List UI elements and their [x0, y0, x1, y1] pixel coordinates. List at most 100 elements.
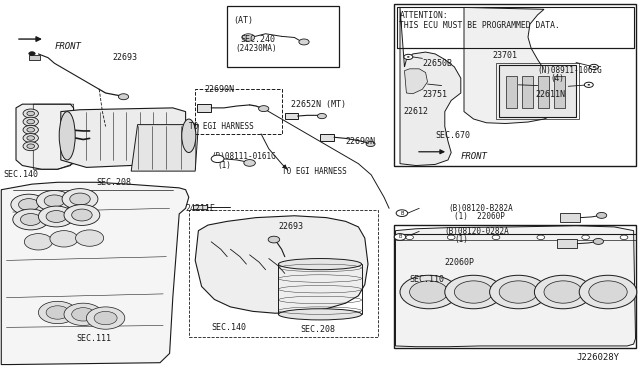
Circle shape	[242, 34, 255, 41]
Circle shape	[582, 235, 589, 240]
Text: TO EGI HARNESS: TO EGI HARNESS	[189, 122, 253, 131]
Bar	[499, 65, 576, 117]
Circle shape	[317, 113, 326, 119]
Circle shape	[394, 234, 406, 240]
Bar	[522, 76, 533, 108]
Text: 22060P: 22060P	[445, 258, 475, 267]
Bar	[394, 225, 636, 348]
Circle shape	[447, 235, 455, 240]
Text: 24211E: 24211E	[186, 204, 216, 213]
Circle shape	[13, 209, 49, 230]
Bar	[506, 76, 517, 108]
Circle shape	[27, 119, 35, 124]
Circle shape	[410, 281, 448, 303]
FancyBboxPatch shape	[16, 331, 48, 353]
Circle shape	[118, 94, 129, 100]
Circle shape	[36, 190, 72, 211]
Polygon shape	[404, 69, 428, 94]
Circle shape	[400, 275, 458, 309]
Circle shape	[492, 235, 500, 240]
Circle shape	[29, 52, 35, 55]
Text: 22693: 22693	[278, 222, 303, 231]
Circle shape	[23, 142, 38, 151]
Bar	[189, 210, 378, 337]
Bar	[538, 76, 549, 108]
Circle shape	[64, 303, 102, 326]
Circle shape	[406, 235, 413, 240]
Text: 22652N (MT): 22652N (MT)	[291, 100, 346, 109]
Polygon shape	[320, 134, 334, 141]
Circle shape	[244, 160, 255, 166]
Circle shape	[20, 214, 41, 225]
Bar	[195, 89, 282, 134]
Circle shape	[70, 193, 90, 205]
Circle shape	[64, 205, 100, 225]
Circle shape	[44, 195, 65, 207]
Circle shape	[27, 136, 35, 140]
Text: (1): (1)	[218, 161, 232, 170]
Ellipse shape	[278, 259, 362, 270]
Text: 23701: 23701	[493, 51, 518, 60]
Polygon shape	[197, 104, 211, 112]
Circle shape	[544, 281, 582, 303]
Text: 22690N: 22690N	[346, 137, 376, 146]
Text: TO EGI HARNESS: TO EGI HARNESS	[282, 167, 346, 176]
Text: 22693: 22693	[112, 53, 137, 62]
Circle shape	[299, 39, 309, 45]
Text: (1): (1)	[454, 235, 468, 244]
Text: SEC.140: SEC.140	[211, 323, 246, 332]
Polygon shape	[464, 7, 560, 124]
Circle shape	[588, 84, 590, 86]
Text: B: B	[400, 211, 404, 216]
Polygon shape	[131, 125, 198, 171]
Bar	[394, 4, 636, 166]
Circle shape	[11, 194, 47, 215]
Text: ATTENTION:
THIS ECU MUST BE PROGRAMMED DATA.: ATTENTION: THIS ECU MUST BE PROGRAMMED D…	[399, 11, 560, 30]
Text: (24230MA): (24230MA)	[235, 44, 276, 53]
Polygon shape	[29, 55, 40, 60]
Text: (N)08911-1062G: (N)08911-1062G	[538, 66, 602, 75]
Text: (B)08111-0161G: (B)08111-0161G	[211, 152, 276, 161]
FancyBboxPatch shape	[16, 281, 48, 303]
Circle shape	[211, 155, 224, 163]
Circle shape	[23, 117, 38, 126]
Polygon shape	[1, 182, 189, 365]
Bar	[560, 213, 580, 222]
Text: FRONT: FRONT	[54, 42, 81, 51]
Text: B: B	[398, 234, 402, 240]
Bar	[193, 205, 207, 209]
Text: SEC.208: SEC.208	[96, 178, 131, 187]
Text: SEC.208: SEC.208	[301, 325, 336, 334]
Polygon shape	[195, 216, 368, 313]
Bar	[397, 7, 634, 48]
FancyBboxPatch shape	[16, 307, 48, 329]
Text: 23751: 23751	[422, 90, 447, 99]
Circle shape	[499, 281, 538, 303]
Circle shape	[445, 275, 502, 309]
Circle shape	[537, 235, 545, 240]
Circle shape	[27, 144, 35, 148]
Circle shape	[620, 235, 628, 240]
Circle shape	[23, 109, 38, 118]
Circle shape	[38, 301, 77, 324]
Bar	[557, 239, 577, 248]
Circle shape	[404, 54, 413, 60]
Circle shape	[490, 275, 547, 309]
Bar	[554, 76, 565, 108]
Circle shape	[407, 56, 410, 58]
Circle shape	[589, 64, 598, 70]
Circle shape	[259, 106, 269, 112]
Text: 22690N: 22690N	[205, 85, 235, 94]
Circle shape	[268, 236, 280, 243]
Ellipse shape	[60, 112, 76, 160]
Circle shape	[593, 238, 604, 244]
Circle shape	[27, 111, 35, 116]
Text: 22612: 22612	[403, 107, 428, 116]
Polygon shape	[400, 7, 461, 166]
Ellipse shape	[278, 309, 362, 320]
Circle shape	[46, 306, 69, 319]
Circle shape	[62, 189, 98, 209]
Text: SEC.110: SEC.110	[410, 275, 445, 284]
Text: SEC.140: SEC.140	[4, 170, 39, 179]
Polygon shape	[16, 104, 74, 169]
